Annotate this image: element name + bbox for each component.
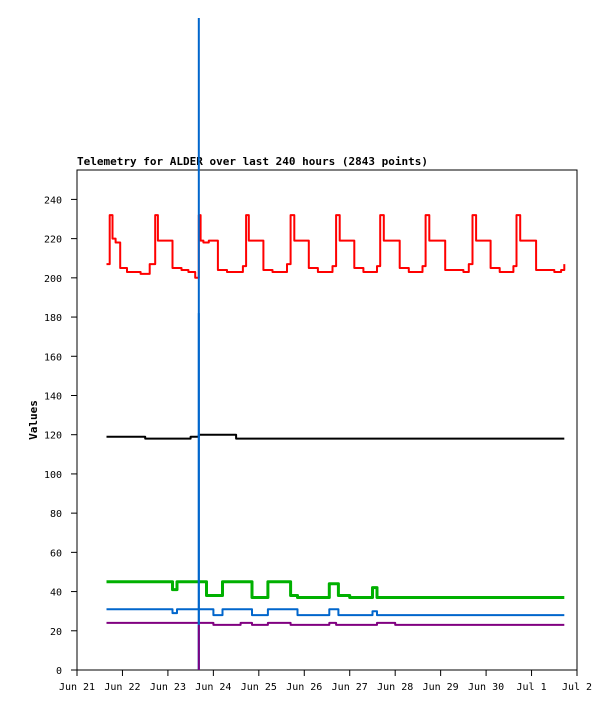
x-tick-label: Jun 21 <box>59 682 95 693</box>
x-tick-label: Jul 1 <box>516 682 546 693</box>
x-tick-label: Jun 23 <box>150 682 186 693</box>
x-tick-label: Jun 25 <box>241 682 277 693</box>
plot-frame <box>76 169 578 671</box>
x-tick-label: Jun 26 <box>286 682 322 693</box>
series-line-4 <box>106 621 565 626</box>
series-line-3 <box>106 608 565 617</box>
y-tick-label: 20 <box>50 627 62 638</box>
y-tick-label: 80 <box>50 509 62 520</box>
x-tick-label: Jul 2 <box>562 682 592 693</box>
x-tick-label: Jun 22 <box>104 682 140 693</box>
x-tick-label: Jun 27 <box>332 682 368 693</box>
series-line-0 <box>106 214 566 279</box>
y-tick-label: 200 <box>44 274 62 285</box>
y-tick-label: 220 <box>44 235 62 246</box>
y-tick-label: 0 <box>56 666 62 677</box>
x-tick-label: Jun 29 <box>423 682 459 693</box>
y-tick-label: 240 <box>44 195 62 206</box>
series-line-1 <box>106 433 565 440</box>
y-tick-label: 40 <box>50 588 62 599</box>
y-axis: 0 20 40 60 80 100 120 140 160 180 200 220 240 <box>44 170 78 677</box>
y-tick-label: 180 <box>44 313 62 324</box>
series-layer <box>106 214 566 626</box>
y-tick-label: 160 <box>44 352 62 363</box>
x-axis: Jun 21 Jun 22 Jun 23 Jun 24 Jun 25 Jun 26 Jun … <box>59 669 592 693</box>
x-tick-label: Jun 24 <box>195 682 231 693</box>
x-tick-label: Jun 28 <box>377 682 413 693</box>
y-axis-label: Values <box>27 400 40 440</box>
series-line-2 <box>106 580 565 599</box>
chart-title: Telemetry for ALDER over last 240 hours … <box>77 155 428 168</box>
y-tick-label: 60 <box>50 548 62 559</box>
x-tick-label: Jun 30 <box>468 682 504 693</box>
y-tick-label: 100 <box>44 470 62 481</box>
y-tick-label: 140 <box>44 391 62 402</box>
y-tick-label: 120 <box>44 431 62 442</box>
